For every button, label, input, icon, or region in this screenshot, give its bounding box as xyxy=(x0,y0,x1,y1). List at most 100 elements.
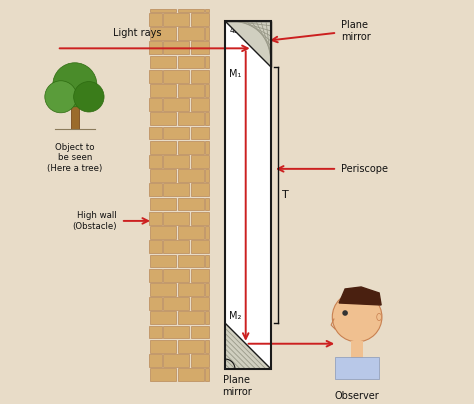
Bar xyxy=(191,240,209,253)
Bar xyxy=(191,354,209,367)
Bar xyxy=(164,70,189,82)
Text: Observer: Observer xyxy=(335,391,380,401)
Text: High wall
(Obstacle): High wall (Obstacle) xyxy=(73,211,117,231)
Bar xyxy=(205,255,209,267)
Text: 45°: 45° xyxy=(230,25,244,34)
Bar xyxy=(150,368,176,381)
Bar xyxy=(205,141,209,154)
Ellipse shape xyxy=(377,314,382,321)
Bar xyxy=(191,126,209,139)
Circle shape xyxy=(45,81,77,113)
Bar xyxy=(149,98,162,111)
Bar xyxy=(178,9,204,11)
Bar xyxy=(178,226,204,239)
Bar xyxy=(150,141,176,154)
Bar xyxy=(150,283,176,296)
Bar xyxy=(150,226,176,239)
Bar xyxy=(225,21,271,369)
Bar xyxy=(178,340,204,353)
Text: Light rays: Light rays xyxy=(113,28,161,38)
Bar xyxy=(191,326,209,339)
Bar xyxy=(149,326,162,339)
Bar xyxy=(205,84,209,97)
Bar xyxy=(149,41,162,54)
Bar xyxy=(164,240,189,253)
Bar xyxy=(178,141,204,154)
Bar xyxy=(150,112,176,125)
Bar xyxy=(150,198,176,210)
Circle shape xyxy=(332,292,382,342)
Bar xyxy=(149,183,162,196)
Bar xyxy=(205,226,209,239)
Bar xyxy=(178,198,204,210)
Bar xyxy=(71,101,79,129)
Bar xyxy=(164,98,189,111)
Bar xyxy=(191,41,209,54)
Bar xyxy=(191,70,209,82)
Bar xyxy=(164,212,189,225)
Bar xyxy=(191,212,209,225)
Bar xyxy=(178,55,204,68)
Bar xyxy=(150,9,176,11)
Bar xyxy=(178,112,204,125)
Bar xyxy=(205,9,209,11)
Bar xyxy=(164,269,189,282)
Bar xyxy=(164,155,189,168)
Bar xyxy=(149,155,162,168)
Text: M₁: M₁ xyxy=(229,69,241,79)
Bar xyxy=(205,198,209,210)
Bar xyxy=(178,255,204,267)
Bar xyxy=(164,126,189,139)
Bar xyxy=(149,269,162,282)
Bar xyxy=(178,27,204,40)
Bar xyxy=(149,297,162,310)
Bar xyxy=(178,283,204,296)
Polygon shape xyxy=(339,287,381,305)
Bar xyxy=(149,212,162,225)
Bar xyxy=(205,169,209,182)
Bar xyxy=(150,169,176,182)
Bar xyxy=(150,84,176,97)
Bar xyxy=(191,98,209,111)
Text: Periscope: Periscope xyxy=(341,164,388,174)
Bar xyxy=(205,112,209,125)
Bar xyxy=(205,283,209,296)
Bar xyxy=(149,126,162,139)
Bar xyxy=(164,183,189,196)
Bar xyxy=(191,269,209,282)
Bar xyxy=(205,55,209,68)
Bar xyxy=(150,311,176,324)
Bar xyxy=(164,326,189,339)
Text: Plane
mirror: Plane mirror xyxy=(222,375,252,397)
Text: M₂: M₂ xyxy=(229,311,241,321)
Bar xyxy=(205,340,209,353)
Polygon shape xyxy=(225,323,271,369)
Polygon shape xyxy=(225,21,271,67)
Text: 45°: 45° xyxy=(239,350,253,359)
Bar xyxy=(149,70,162,82)
Bar xyxy=(150,55,176,68)
Circle shape xyxy=(53,63,97,107)
Bar xyxy=(150,27,176,40)
Bar xyxy=(149,240,162,253)
Text: T: T xyxy=(282,190,289,200)
Bar xyxy=(225,21,271,369)
Bar xyxy=(149,13,162,26)
Bar xyxy=(164,41,189,54)
Bar xyxy=(150,255,176,267)
Bar xyxy=(178,368,204,381)
Bar xyxy=(178,311,204,324)
Bar xyxy=(178,84,204,97)
Bar xyxy=(178,169,204,182)
Circle shape xyxy=(73,82,104,112)
Text: Plane
mirror: Plane mirror xyxy=(341,20,371,42)
Bar xyxy=(191,155,209,168)
Circle shape xyxy=(342,310,348,316)
Bar xyxy=(191,13,209,26)
Bar xyxy=(191,297,209,310)
Bar xyxy=(191,183,209,196)
Bar xyxy=(164,297,189,310)
Bar xyxy=(205,368,209,381)
Bar xyxy=(150,340,176,353)
Bar xyxy=(149,354,162,367)
